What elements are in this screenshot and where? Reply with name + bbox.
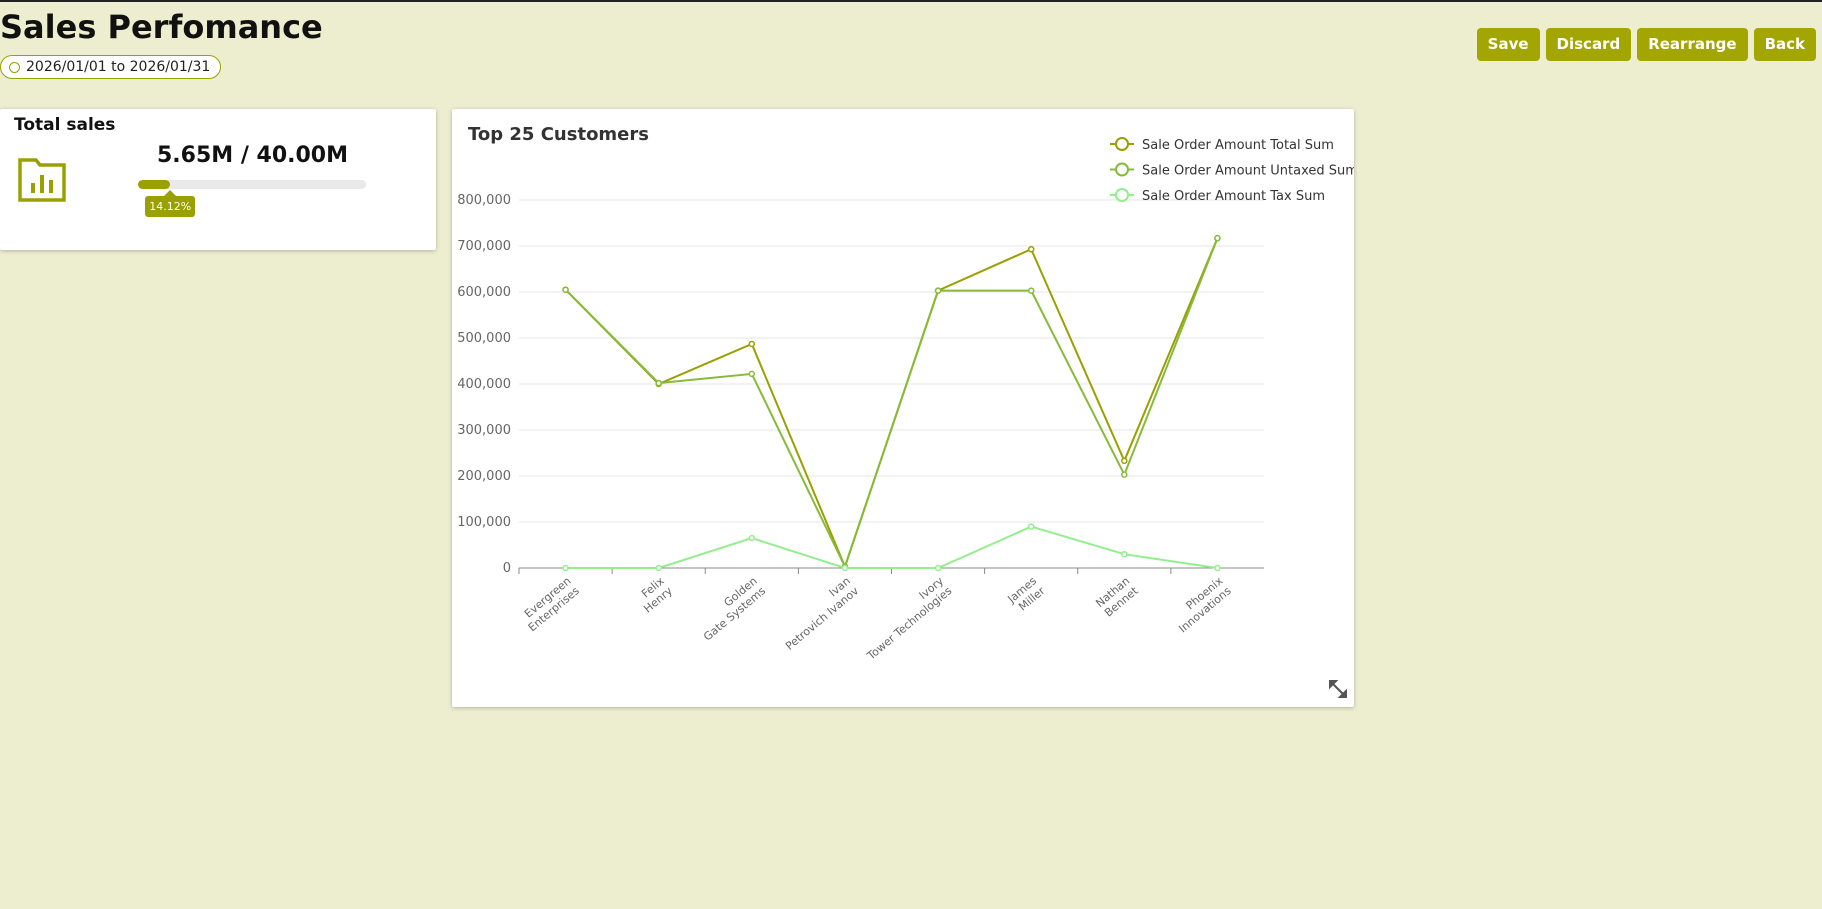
point xyxy=(1027,523,1035,530)
progress-label: 14.12% xyxy=(145,190,196,217)
point xyxy=(748,370,756,378)
x-tick-label: FelixHenry xyxy=(633,574,675,615)
page-title: Sales Perfomance xyxy=(0,8,323,46)
legend-marker xyxy=(1115,188,1129,202)
point xyxy=(1027,245,1035,253)
x-tick-label: GoldenGate Systems xyxy=(693,574,769,643)
x-tick-label: JamesMiller xyxy=(1005,574,1048,616)
point xyxy=(748,534,756,542)
point xyxy=(934,564,942,572)
point xyxy=(655,379,662,387)
chart-title: Top 25 Customers xyxy=(468,124,649,145)
point xyxy=(562,286,569,293)
y-tick-label: 400,000 xyxy=(457,377,511,392)
progress-track xyxy=(138,180,366,189)
point xyxy=(1214,564,1221,572)
y-tick-label: 100,000 xyxy=(457,515,511,530)
save-button[interactable]: Save xyxy=(1476,28,1540,61)
point xyxy=(1121,550,1128,558)
discard-button[interactable]: Discard xyxy=(1545,28,1632,61)
toolbar: Save Discard Rearrange Back xyxy=(1476,28,1816,61)
kpi-title: Total sales xyxy=(14,115,116,135)
date-range[interactable]: 2026/01/01 to 2026/01/31 xyxy=(0,55,222,79)
y-tick-label: 500,000 xyxy=(457,331,511,346)
x-tick-label: NathanBennet xyxy=(1093,574,1141,620)
kpi-card: Total sales 5.65M / 40.00M 14.12% xyxy=(0,109,436,250)
info-icon xyxy=(9,61,20,73)
date-text: 2026/01/01 to 2026/01/31 xyxy=(26,59,211,75)
point xyxy=(562,564,569,572)
line xyxy=(564,237,1219,570)
y-tick-label: 0 xyxy=(503,561,511,576)
legend-marker xyxy=(1115,162,1129,177)
legend-label: Sale Order Amount Untaxed Sum xyxy=(1142,164,1354,179)
legend-label: Sale Order Amount Total Sum xyxy=(1142,138,1334,153)
x-tick-label: EvergreenEnterprises xyxy=(517,574,582,634)
expand-icon[interactable] xyxy=(1329,680,1347,698)
point xyxy=(841,564,849,572)
point xyxy=(1214,234,1221,242)
line xyxy=(565,525,1218,569)
kpi-value: 5.65M / 40.00M xyxy=(156,143,348,168)
legend-label: Sale Order Amount Tax Sum xyxy=(1142,189,1325,204)
chart-card: Top 25 Customers 0 100,000 200,000 300,000 4… xyxy=(452,109,1358,707)
y-tick-label: 800,000 xyxy=(457,193,511,208)
line xyxy=(564,237,1219,570)
legend-marker xyxy=(1115,137,1129,151)
point xyxy=(655,564,662,572)
point xyxy=(934,287,942,294)
rearrange-button[interactable]: Rearrange xyxy=(1637,28,1748,61)
y-tick-label: 200,000 xyxy=(457,469,511,484)
x-tick-label: IvanPetrovich Ivanov xyxy=(775,574,862,653)
y-tick-label: 700,000 xyxy=(457,239,511,254)
chart: Top 25 Customers 0 100,000 200,000 300,000 4… xyxy=(457,124,1358,698)
point xyxy=(748,340,756,348)
kpi-icon xyxy=(18,158,66,202)
x-tick-label: PhoenixInnovations xyxy=(1168,574,1234,635)
back-button[interactable]: Back xyxy=(1753,28,1816,61)
x-tick-label: IvoryTower Technologies xyxy=(856,574,955,663)
progress-fill xyxy=(138,180,171,189)
y-tick-label: 300,000 xyxy=(457,423,511,438)
y-tick-label: 600,000 xyxy=(457,285,511,300)
point xyxy=(1121,471,1128,478)
point xyxy=(1027,287,1035,294)
point xyxy=(1121,457,1128,465)
